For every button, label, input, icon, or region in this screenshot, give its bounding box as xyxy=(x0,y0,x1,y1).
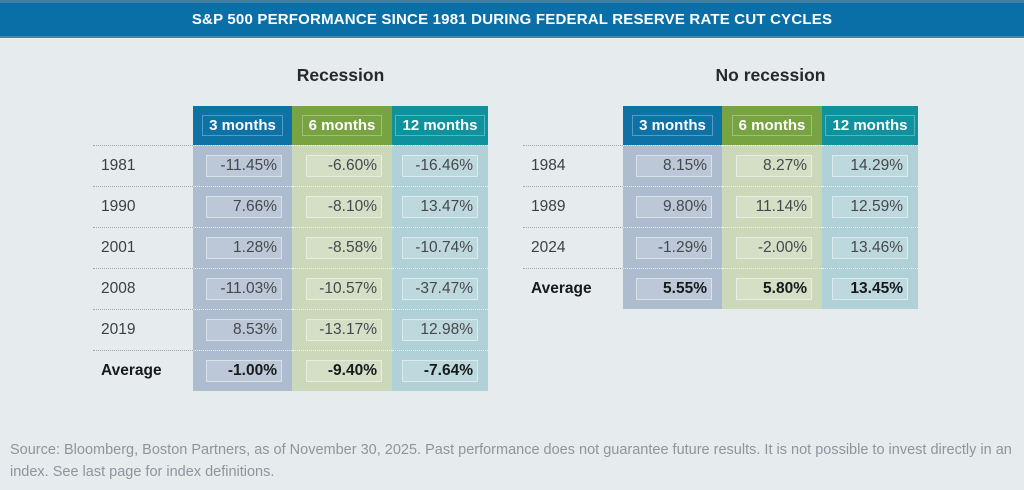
value-cell: -7.64% xyxy=(392,350,488,391)
column-header-3-months: 3 months xyxy=(193,106,292,145)
value-text: -37.47% xyxy=(402,278,478,300)
value-text: -10.57% xyxy=(306,278,382,300)
column-header-label: 6 months xyxy=(301,115,383,136)
recession-grid: 3 months 6 months 12 months 1981 -11.45% -6.6… xyxy=(93,106,488,391)
value-text: 13.47% xyxy=(402,196,478,218)
value-cell: -9.40% xyxy=(292,350,392,391)
value-text: -11.03% xyxy=(206,278,282,300)
column-header-label: 6 months xyxy=(731,115,813,136)
value-cell: 13.46% xyxy=(822,227,918,268)
value-text: -13.17% xyxy=(306,319,382,341)
value-text: 1.28% xyxy=(206,237,282,259)
value-cell: -10.74% xyxy=(392,227,488,268)
value-cell: 8.15% xyxy=(623,145,722,186)
value-cell: -13.17% xyxy=(292,309,392,350)
value-cell: 8.27% xyxy=(722,145,822,186)
value-text: 8.53% xyxy=(206,319,282,341)
value-cell: 14.29% xyxy=(822,145,918,186)
value-cell: -2.00% xyxy=(722,227,822,268)
value-cell: -6.60% xyxy=(292,145,392,186)
value-text: 13.45% xyxy=(832,278,908,300)
recession-table: Recession 3 months 6 months 12 months 1981-… xyxy=(93,64,488,391)
value-text: 11.14% xyxy=(736,196,812,218)
row-label-year: 1984 xyxy=(523,145,623,186)
value-cell: -1.00% xyxy=(193,350,292,391)
value-text: -1.00% xyxy=(206,360,282,382)
source-note: Source: Bloomberg, Boston Partners, as o… xyxy=(10,442,1012,480)
row-label-year: 2019 xyxy=(93,309,193,350)
value-text: -8.58% xyxy=(306,237,382,259)
value-cell: 13.45% xyxy=(822,268,918,309)
row-label-year: 2008 xyxy=(93,268,193,309)
column-header-label: 12 months xyxy=(825,115,915,136)
value-text: 12.98% xyxy=(402,319,478,341)
value-text: -16.46% xyxy=(402,155,478,177)
header-spacer xyxy=(523,106,623,145)
value-cell: 9.80% xyxy=(623,186,722,227)
value-text: 5.55% xyxy=(636,278,712,300)
value-cell: -11.03% xyxy=(193,268,292,309)
row-label-average: Average xyxy=(523,268,623,309)
column-header-label: 12 months xyxy=(395,115,485,136)
value-cell: -10.57% xyxy=(292,268,392,309)
value-cell: -1.29% xyxy=(623,227,722,268)
value-text: -1.29% xyxy=(636,237,712,259)
column-header-label: 3 months xyxy=(202,115,283,136)
value-text: 9.80% xyxy=(636,196,712,218)
row-label-year: 1989 xyxy=(523,186,623,227)
row-label-year: 1990 xyxy=(93,186,193,227)
value-text: -6.60% xyxy=(306,155,382,177)
value-cell: -8.10% xyxy=(292,186,392,227)
value-cell: 1.28% xyxy=(193,227,292,268)
value-cell: 13.47% xyxy=(392,186,488,227)
column-header-12-months: 12 months xyxy=(822,106,918,145)
header-spacer xyxy=(93,106,193,145)
value-text: -11.45% xyxy=(206,155,282,177)
title-bar: S&P 500 PERFORMANCE SINCE 1981 DURING FE… xyxy=(0,0,1024,38)
value-cell: -11.45% xyxy=(193,145,292,186)
no-recession-grid: 3 months 6 months 12 months 1984 8.15% 8.27% 1… xyxy=(523,106,918,309)
value-cell: -37.47% xyxy=(392,268,488,309)
value-text: 7.66% xyxy=(206,196,282,218)
column-header-6-months: 6 months xyxy=(292,106,392,145)
value-cell: 7.66% xyxy=(193,186,292,227)
row-label-year: 1981 xyxy=(93,145,193,186)
value-cell: 12.98% xyxy=(392,309,488,350)
value-cell: -8.58% xyxy=(292,227,392,268)
no-recession-table: No recession 3 months 6 months 12 months 19… xyxy=(523,64,918,309)
column-header-label: 3 months xyxy=(632,115,713,136)
column-header-12-months: 12 months xyxy=(392,106,488,145)
value-cell: 12.59% xyxy=(822,186,918,227)
value-text: 14.29% xyxy=(832,155,908,177)
value-text: 8.27% xyxy=(736,155,812,177)
row-label-year: 2024 xyxy=(523,227,623,268)
no-recession-table-title: No recession xyxy=(715,65,826,85)
value-cell: 8.53% xyxy=(193,309,292,350)
value-text: 12.59% xyxy=(832,196,908,218)
row-label-average: Average xyxy=(93,350,193,391)
recession-table-title: Recession xyxy=(296,65,385,85)
value-text: -7.64% xyxy=(402,360,478,382)
value-cell: -16.46% xyxy=(392,145,488,186)
value-cell: 11.14% xyxy=(722,186,822,227)
value-text: -9.40% xyxy=(306,360,382,382)
value-text: 13.46% xyxy=(832,237,908,259)
figure-title: S&P 500 PERFORMANCE SINCE 1981 DURING FE… xyxy=(191,11,833,28)
value-text: -8.10% xyxy=(306,196,382,218)
row-label-year: 2001 xyxy=(93,227,193,268)
value-cell: 5.55% xyxy=(623,268,722,309)
value-text: -10.74% xyxy=(402,237,478,259)
column-header-6-months: 6 months xyxy=(722,106,822,145)
value-text: -2.00% xyxy=(736,237,812,259)
value-text: 5.80% xyxy=(736,278,812,300)
value-text: 8.15% xyxy=(636,155,712,177)
column-header-3-months: 3 months xyxy=(623,106,722,145)
value-cell: 5.80% xyxy=(722,268,822,309)
